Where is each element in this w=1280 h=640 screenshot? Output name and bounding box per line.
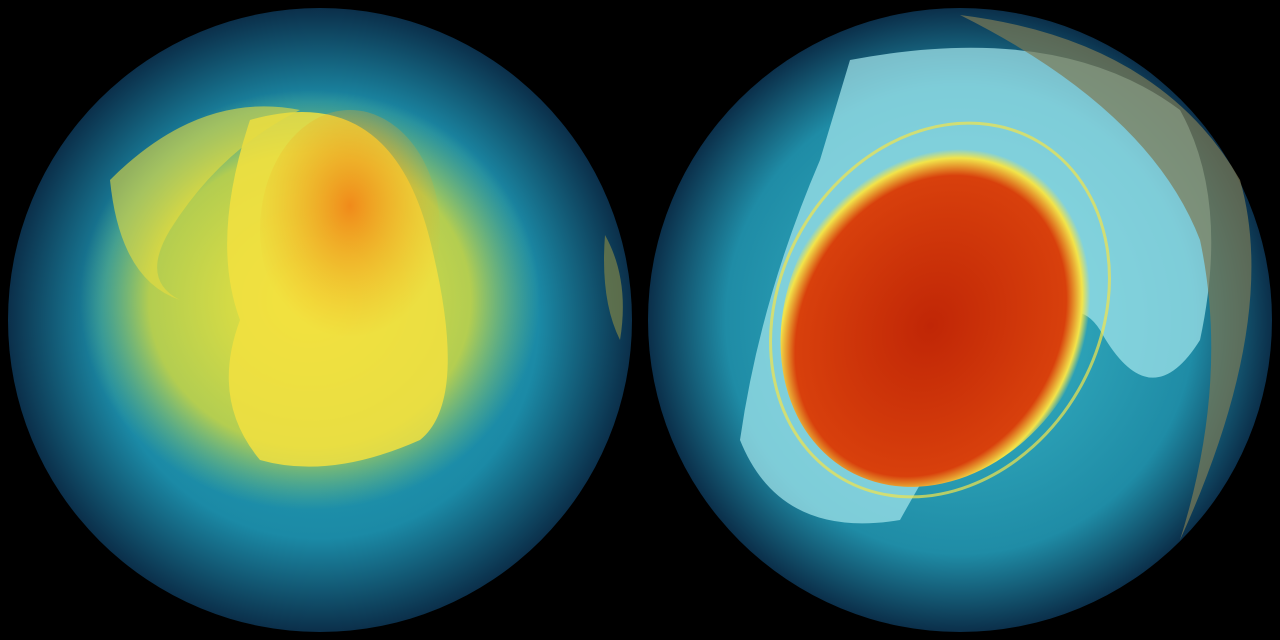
right-globe [648, 8, 1272, 632]
left-globe [8, 8, 632, 632]
